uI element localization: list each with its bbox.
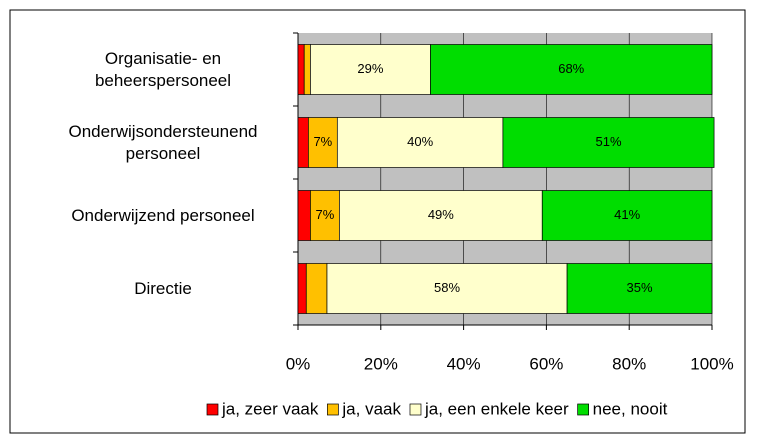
bar-segment [336, 117, 504, 168]
data-label: 40% [407, 134, 433, 149]
x-tick-label: 100% [690, 354, 733, 373]
bar-segment [310, 44, 431, 95]
bar-segment [566, 263, 713, 314]
x-tick-label: 0% [286, 354, 311, 373]
bar-segment [541, 190, 713, 241]
data-label: 58% [434, 280, 460, 295]
category-label: Onderwijzend personeel [71, 205, 255, 225]
category-label: Onderwijsondersteunend personeel [68, 121, 258, 163]
bar-segment [308, 117, 338, 168]
bar-segment [430, 44, 713, 95]
legend-label: ja, vaak [341, 399, 401, 418]
legend-swatch [409, 403, 422, 416]
x-tick-label: 20% [364, 354, 398, 373]
legend-label: nee, nooit [593, 399, 668, 418]
legend-swatch [577, 403, 589, 416]
legend-label: ja, zeer vaak [221, 399, 319, 418]
data-label: 41% [614, 207, 640, 222]
bar-segment [297, 117, 309, 168]
data-label: 7% [313, 134, 332, 149]
bar-segment [305, 263, 328, 314]
x-tick-label: 80% [612, 354, 646, 373]
bar-segment [339, 190, 543, 241]
category-label: Organisatie- en beheerspersoneel [94, 48, 232, 90]
legend-swatch [327, 403, 339, 416]
bar-segment [297, 44, 305, 95]
x-tick-label: 60% [529, 354, 563, 373]
data-label: 7% [316, 207, 335, 222]
data-label: 51% [595, 134, 621, 149]
category-label: Directie [134, 278, 192, 298]
bar-segment [310, 190, 340, 241]
data-label: 29% [357, 61, 383, 76]
data-label: 68% [558, 61, 584, 76]
bar-segment [297, 190, 311, 241]
legend-label: ja, een enkele keer [424, 399, 569, 418]
data-label: 49% [428, 207, 454, 222]
bar-segment [502, 117, 715, 168]
bar-segment [303, 44, 311, 95]
data-label: 35% [627, 280, 653, 295]
bar-segment [297, 263, 307, 314]
legend-swatch [206, 403, 219, 416]
x-tick-label: 40% [447, 354, 481, 373]
